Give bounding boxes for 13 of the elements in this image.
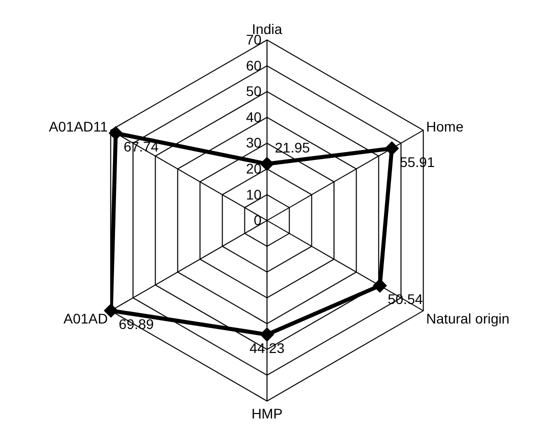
y-tick-label: 60: [246, 57, 262, 74]
spoke-label: HMP: [251, 405, 283, 422]
spoke-label: Home: [426, 118, 464, 134]
y-tick-label: 10: [246, 186, 262, 202]
y-tick-label: 50: [246, 83, 262, 100]
y-tick-label: 30: [246, 134, 262, 151]
y-tick-label: 20: [246, 160, 262, 176]
spoke-label: A01AD11: [48, 118, 108, 134]
y-tick-label: 40: [246, 108, 262, 125]
spoke-label: A01AD: [63, 310, 108, 327]
data-label: 21.95: [274, 140, 310, 156]
y-tick-label: 0: [254, 212, 262, 228]
spoke-label: Natural origin: [426, 310, 510, 327]
